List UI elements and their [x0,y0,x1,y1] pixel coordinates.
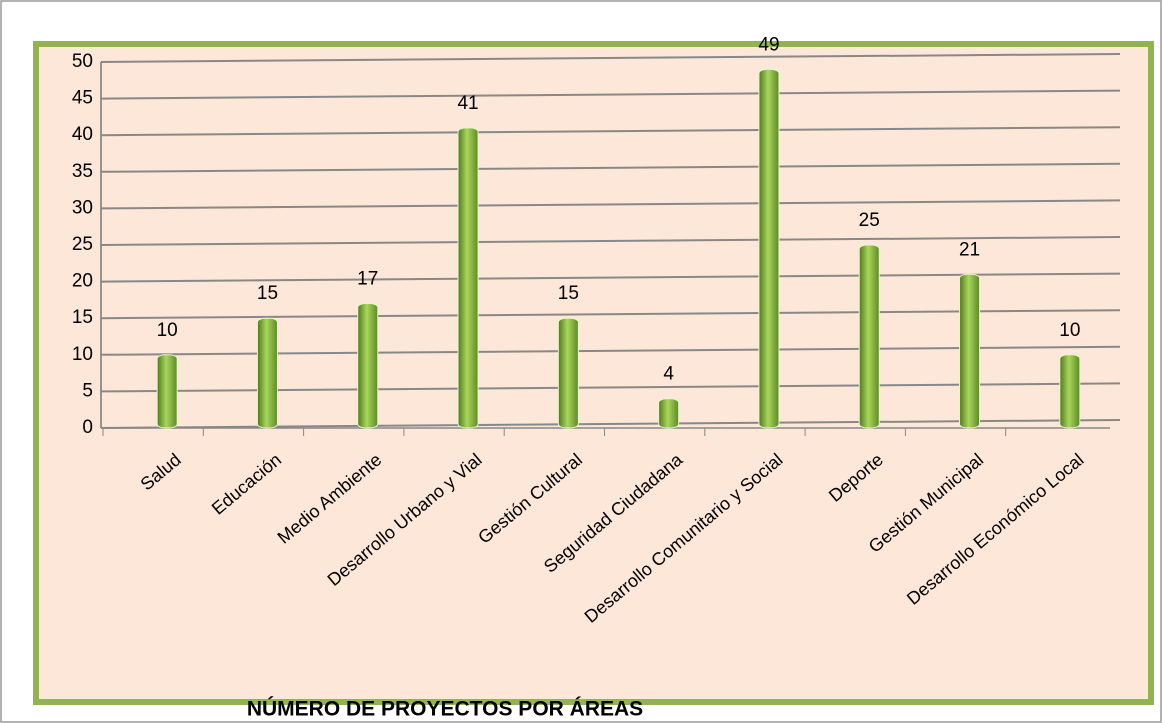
bar [1059,354,1081,429]
bar [256,317,278,429]
grid-line [100,199,1121,210]
y-tick-label: 45 [72,88,93,109]
data-label: 4 [663,364,674,385]
grid-line [100,236,1121,246]
grid-line [100,162,1121,173]
y-tick-label: 20 [72,271,93,292]
bar [758,68,780,429]
grid-line [100,309,1121,320]
grid-line [100,53,1121,63]
y-tick-label: 5 [82,380,93,401]
y-tick-label: 0 [82,417,93,438]
data-label: 49 [758,34,779,55]
y-tick-label: 35 [72,161,93,182]
y-tick-label: 40 [72,124,93,145]
data-label: 15 [558,283,579,304]
y-tick-label: 25 [72,234,93,255]
bar [658,398,680,429]
grid-line [100,272,1121,283]
data-label: 41 [457,93,478,114]
y-tick-label: 50 [72,51,93,72]
data-label: 21 [959,239,980,260]
y-tick-label: 15 [72,307,93,328]
chart-title: NÚMERO DE PROYECTOS POR ÁREAS [247,697,643,721]
bar [557,317,579,429]
bar [959,273,981,429]
grid-line [100,89,1121,100]
data-label: 10 [157,320,178,341]
y-tick-label: 10 [72,344,93,365]
data-label: 25 [859,210,880,231]
y-tick-label: 30 [72,197,93,218]
bar [357,303,379,429]
data-label: 15 [257,283,278,304]
bar [457,127,479,429]
data-label: 10 [1059,320,1080,341]
grid-line [100,126,1121,137]
bar [858,244,880,429]
data-label: 17 [357,269,378,290]
bar [156,354,178,429]
